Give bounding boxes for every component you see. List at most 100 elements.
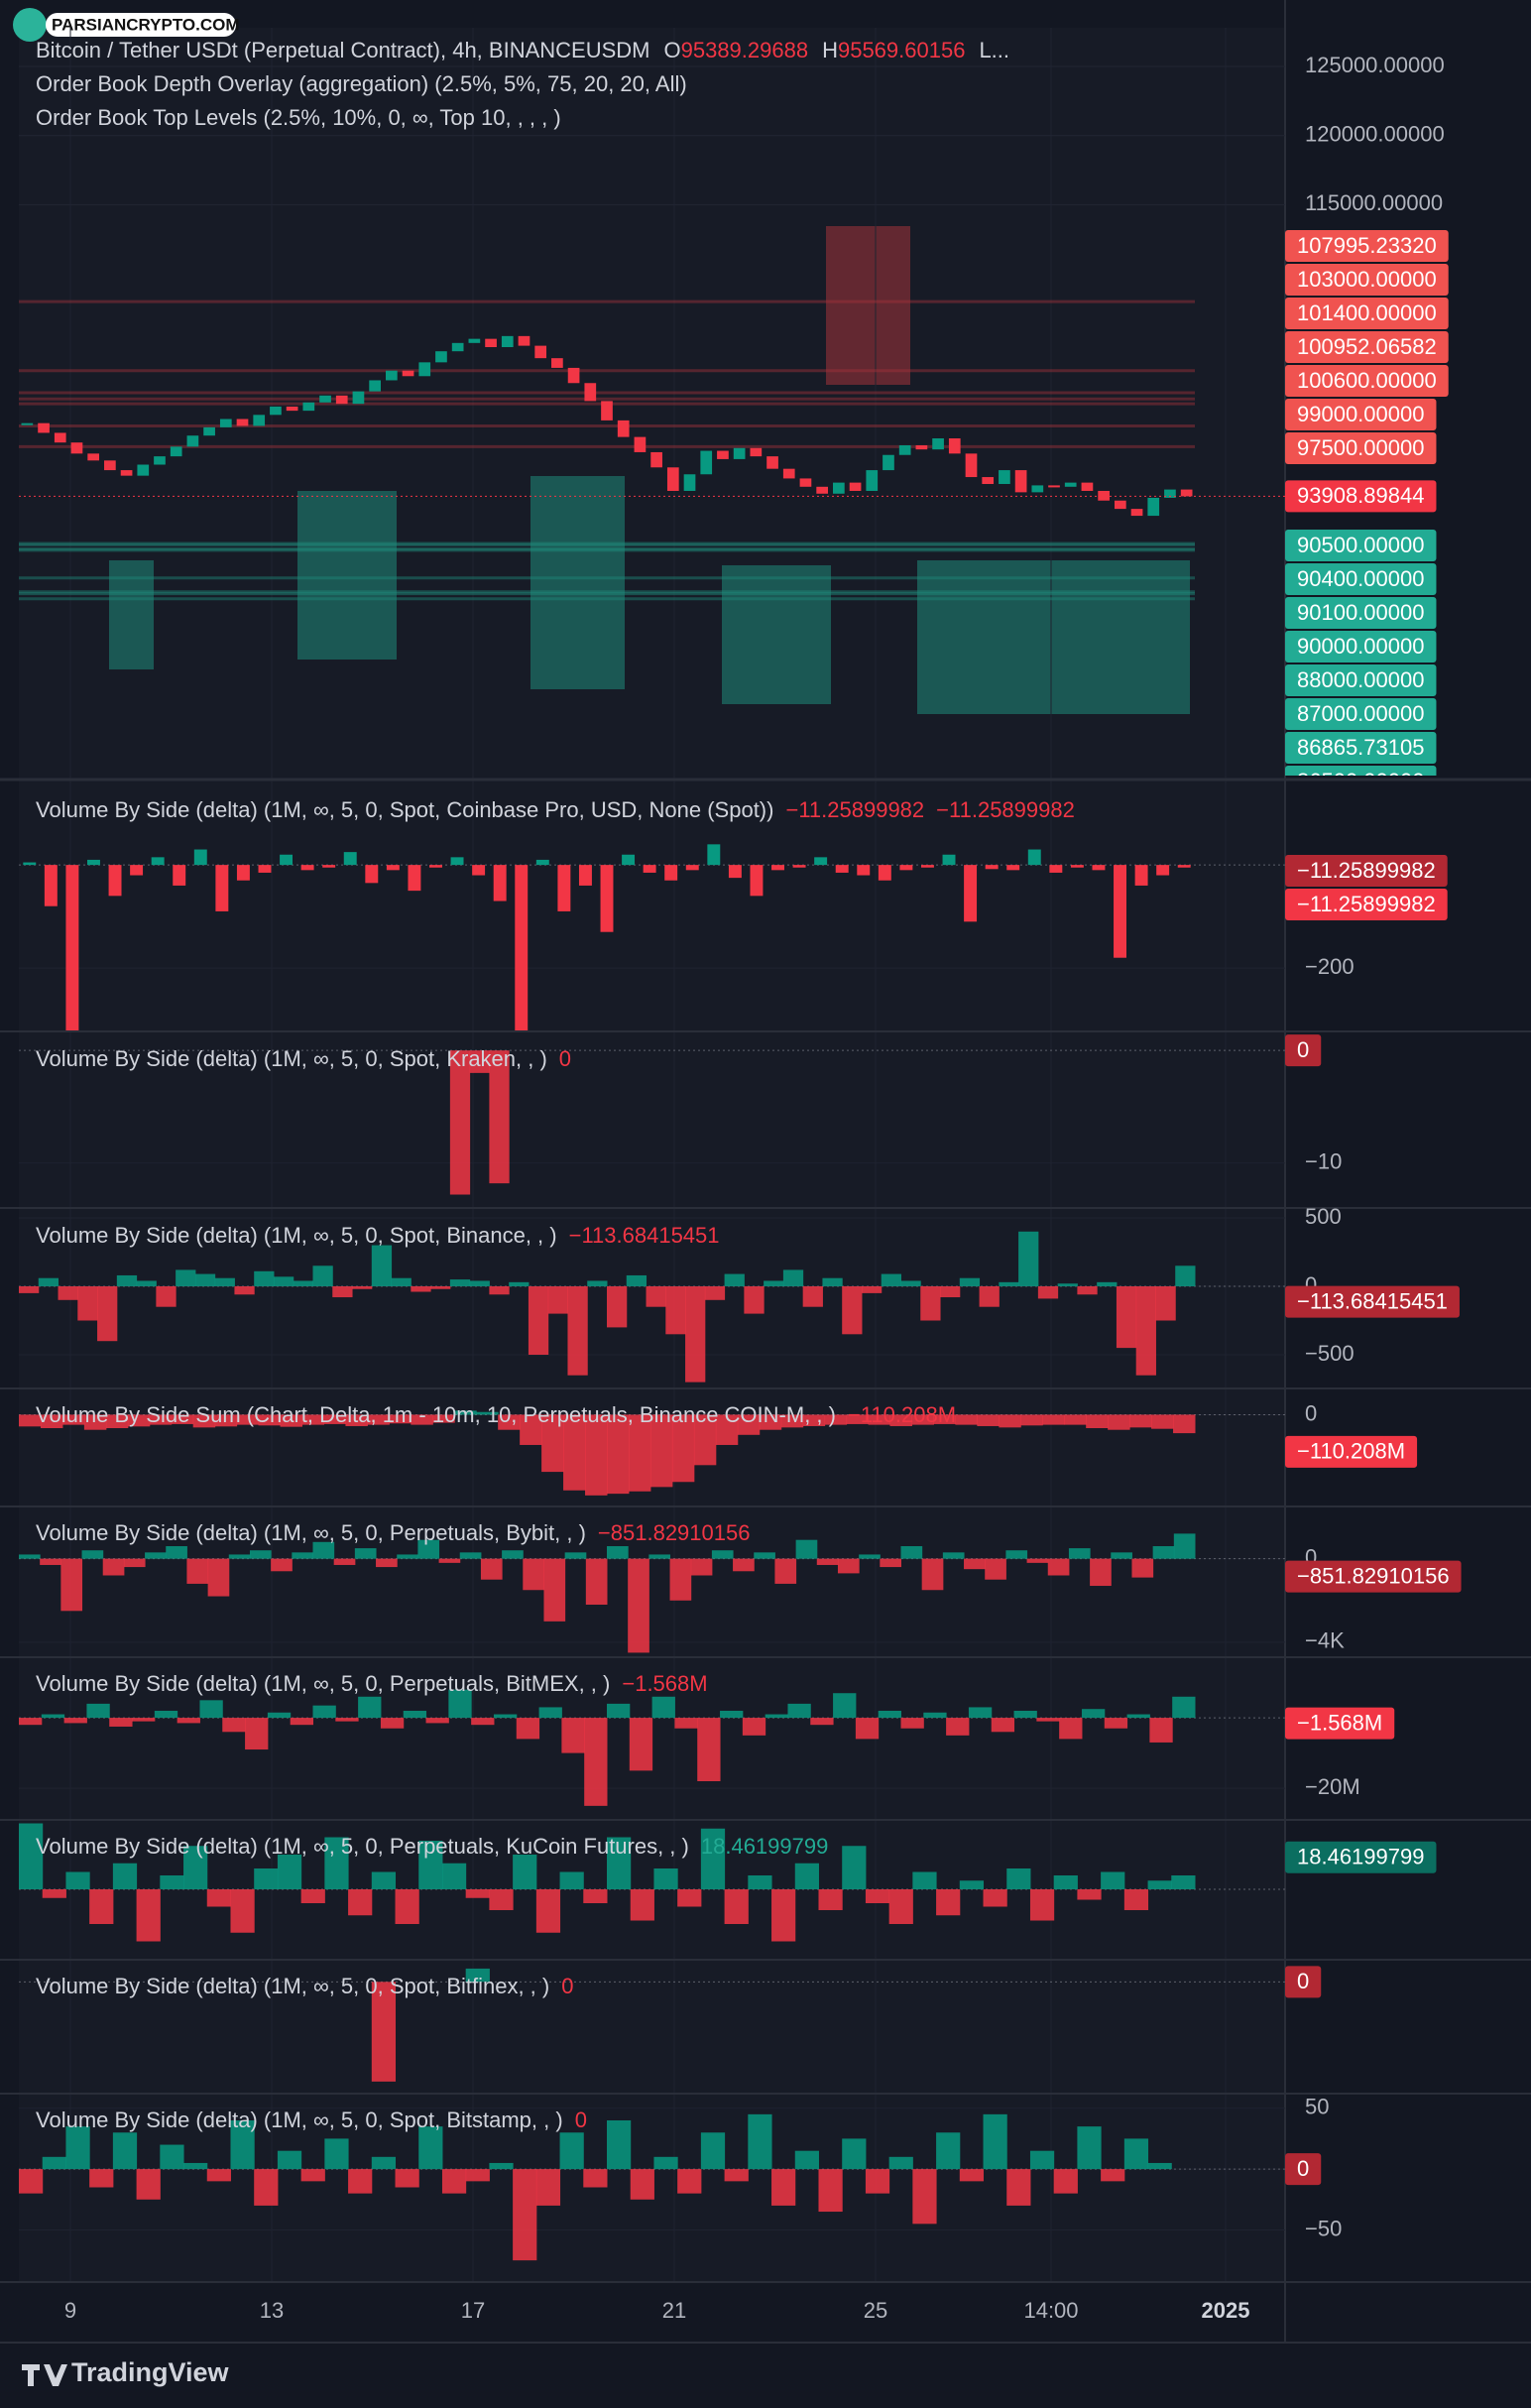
delta-bar (1173, 1533, 1196, 1559)
delta-bar (818, 2169, 843, 2213)
delta-bar (912, 2169, 937, 2225)
delta-bar (564, 1552, 587, 1559)
delta-bar (19, 1718, 43, 1726)
delta-bar (61, 1414, 85, 1425)
candle (270, 406, 282, 416)
candle (982, 477, 995, 485)
price-label: 0 (1285, 2153, 1322, 2186)
price-label-text: 93908.89844 (1297, 483, 1424, 508)
delta-bar (145, 1552, 167, 1559)
candle (1048, 485, 1060, 488)
delta-bar (1151, 1414, 1174, 1429)
delta-bar (441, 1863, 467, 1889)
price-label-text: 90100.00000 (1297, 600, 1424, 625)
delta-bar (489, 1050, 510, 1184)
price-label: −851.82910156 (1285, 1560, 1462, 1593)
legend-value: −1.568M (622, 1671, 707, 1696)
delta-bar (535, 859, 549, 866)
footer-logo: TradingView (22, 2357, 230, 2387)
delta-bar (583, 2169, 608, 2188)
candle (932, 438, 944, 450)
delta-bar (480, 1558, 503, 1580)
delta-bar (136, 1280, 157, 1286)
delta-bar (1042, 1414, 1065, 1425)
candle (717, 450, 729, 459)
delta-bar (865, 2169, 890, 2194)
delta-bar (787, 1703, 811, 1719)
delta-bar (780, 1414, 804, 1428)
delta-bar (861, 1285, 883, 1293)
delta-bar (538, 1707, 562, 1719)
indicator-pane: −20M Volume By Side (delta) (1M, ∞, 5, 0,… (19, 1671, 1395, 1806)
delta-bar (1131, 1558, 1154, 1578)
delta-bar (389, 1414, 412, 1424)
delta-bar (933, 1414, 956, 1424)
delta-bar (528, 1285, 549, 1356)
delta-bar (300, 2169, 325, 2182)
delta-bar (567, 1285, 588, 1376)
pane-legend: Volume By Side (delta) (1M, ∞, 5, 0, Spo… (36, 1974, 574, 1998)
delta-bar (771, 2169, 796, 2206)
delta-bar (859, 1554, 881, 1559)
price-label-box (1285, 1285, 1460, 1318)
delta-bar (454, 1410, 477, 1415)
delta-bar (648, 1554, 671, 1559)
delta-bar (1006, 865, 1020, 871)
delta-bar (1175, 1265, 1196, 1286)
delta-bar (557, 865, 571, 911)
delta-bar (249, 1550, 272, 1559)
delta-bar (607, 2120, 632, 2170)
delta-bar (764, 1280, 784, 1286)
delta-bar (214, 1414, 238, 1427)
delta-bar (697, 1718, 721, 1782)
delta-bar (630, 1889, 654, 1921)
candle (965, 453, 978, 478)
delta-bar (156, 1285, 177, 1307)
delta-bar (465, 1968, 490, 1983)
price-label: −110.208M (1285, 1435, 1418, 1468)
delta-bar (429, 865, 442, 868)
delta-bar (206, 1889, 231, 1907)
candle (87, 453, 100, 461)
delta-bar (380, 1718, 405, 1729)
y-tick-label: 115000.00000 (1305, 190, 1443, 215)
delta-bar (173, 865, 186, 886)
delta-bar (964, 1558, 986, 1570)
legend-title: Volume By Side Sum (Chart, Delta, 1m - 1… (36, 1402, 836, 1427)
y-tick-label: −10 (1305, 1149, 1342, 1174)
legend-value: 0 (561, 1974, 573, 1998)
delta-bar (509, 1281, 530, 1286)
legend-value: −11.25899982 (785, 797, 924, 822)
price-label-text: 103000.00000 (1297, 267, 1437, 292)
delta-bar (65, 2126, 90, 2170)
delta-bar (105, 1414, 129, 1429)
delta-bar (936, 2132, 961, 2170)
delta-bar (376, 1558, 398, 1568)
y-tick-label: 500 (1305, 1204, 1342, 1229)
delta-bar (371, 2156, 397, 2170)
candle (104, 460, 116, 471)
price-label: 90100.00000 (1285, 597, 1437, 629)
time-tick-label: 25 (864, 2298, 887, 2323)
delta-bar (89, 2169, 114, 2188)
price-label: 100600.00000 (1285, 365, 1449, 397)
delta-bar (846, 1414, 870, 1424)
price-label-text: 100600.00000 (1297, 368, 1437, 393)
price-label: 101400.00000 (1285, 298, 1449, 329)
delta-bar (964, 865, 978, 922)
delta-bar (425, 1718, 449, 1724)
delta-bar (991, 1718, 1015, 1733)
legend-title: Volume By Side (delta) (1M, ∞, 5, 0, Per… (36, 1834, 689, 1859)
candle (1114, 500, 1126, 510)
delta-bar (23, 862, 37, 866)
pane-legend: Volume By Side (delta) (1M, ∞, 5, 0, Spo… (36, 797, 1075, 822)
candle (799, 478, 812, 487)
delta-bar (1114, 865, 1126, 958)
delta-bar (814, 857, 828, 866)
delta-bar (40, 1558, 61, 1565)
candle (21, 422, 34, 425)
candle (650, 451, 662, 468)
candle (203, 426, 215, 436)
delta-bar (395, 2169, 419, 2188)
delta-bar (19, 1554, 41, 1559)
